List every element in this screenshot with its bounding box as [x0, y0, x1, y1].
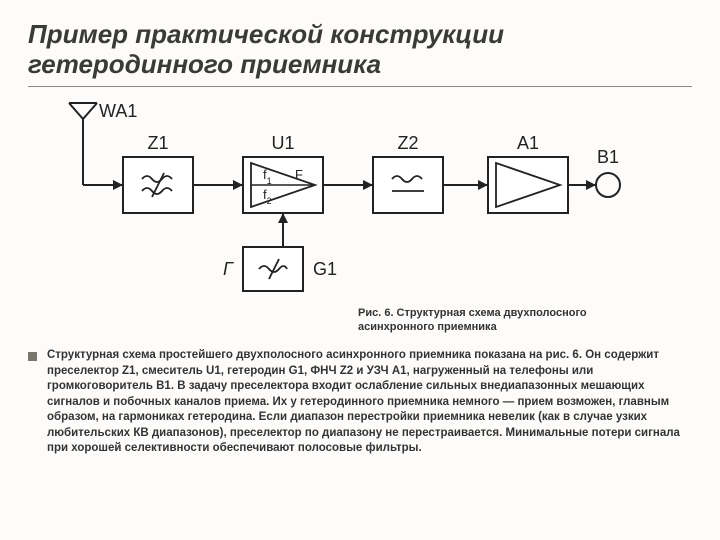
- svg-text:A1: A1: [517, 133, 539, 153]
- body-text: Структурная схема простейшего двухполосн…: [47, 348, 692, 457]
- svg-text:WA1: WA1: [99, 101, 137, 121]
- svg-text:Z1: Z1: [147, 133, 168, 153]
- svg-text:U1: U1: [271, 133, 294, 153]
- svg-text:F: F: [295, 167, 303, 182]
- figure-caption: Рис. 6. Структурная схема двухполосного …: [358, 306, 638, 335]
- svg-text:G1: G1: [313, 259, 337, 279]
- page-title: Пример практической конструкции гетероди…: [28, 20, 692, 87]
- body-paragraph-row: Структурная схема простейшего двухполосн…: [28, 348, 692, 457]
- block-diagram: WA1Z1U1f1f2FZ2A1G1ГB1: [28, 97, 648, 297]
- svg-text:Z2: Z2: [397, 133, 418, 153]
- svg-text:Г: Г: [223, 259, 234, 279]
- diagram-container: WA1Z1U1f1f2FZ2A1G1ГB1: [28, 97, 648, 302]
- bullet-icon: [28, 352, 37, 361]
- svg-text:B1: B1: [597, 147, 619, 167]
